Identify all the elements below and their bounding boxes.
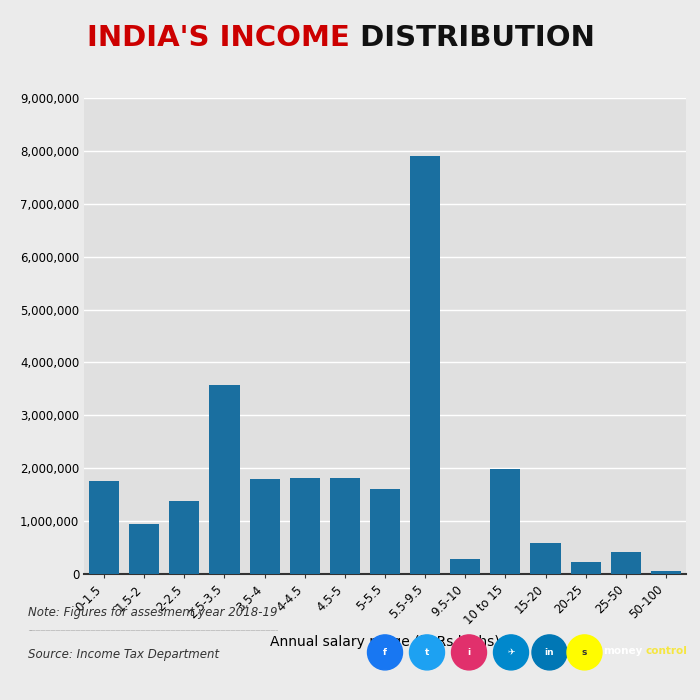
Bar (610, 552, 641, 574)
Bar (129, 524, 160, 574)
Text: t: t (425, 648, 429, 657)
Text: in: in (545, 648, 554, 657)
Bar (450, 559, 480, 574)
Bar (410, 156, 440, 574)
Bar (531, 543, 561, 574)
Bar (370, 489, 400, 574)
Bar (570, 562, 601, 574)
Text: i: i (468, 648, 470, 657)
Text: Note: Figures for assesment year 2018-19: Note: Figures for assesment year 2018-19 (28, 606, 277, 619)
Bar (249, 479, 279, 574)
X-axis label: Annual salary range (in Rs lakhs): Annual salary range (in Rs lakhs) (270, 636, 500, 650)
Bar (330, 477, 360, 574)
Text: INDIA'S INCOME: INDIA'S INCOME (87, 25, 350, 52)
Text: ────────────────────────────────────────────────────────────────────────────────: ────────────────────────────────────────… (28, 629, 278, 634)
Text: DISTRIBUTION: DISTRIBUTION (350, 25, 595, 52)
Text: f: f (383, 648, 387, 657)
Bar (490, 469, 520, 574)
Bar (209, 385, 239, 574)
Text: ✈: ✈ (508, 648, 514, 657)
Text: money: money (603, 646, 643, 657)
Text: s: s (582, 648, 587, 657)
Bar (169, 501, 200, 574)
Bar (290, 477, 320, 574)
Bar (89, 482, 119, 574)
Bar (651, 570, 681, 574)
Text: Source: Income Tax Department: Source: Income Tax Department (28, 648, 219, 661)
Text: control: control (645, 646, 687, 657)
